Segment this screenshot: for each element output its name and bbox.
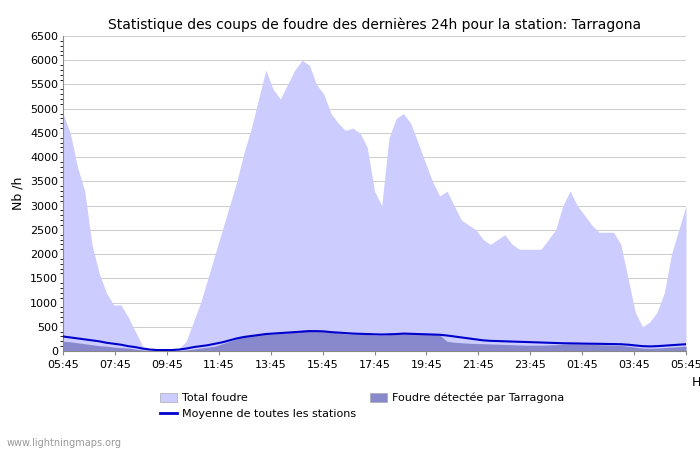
Title: Statistique des coups de foudre des dernières 24h pour la station: Tarragona: Statistique des coups de foudre des dern… xyxy=(108,18,641,32)
Legend: Total foudre, Moyenne de toutes les stations, Foudre détectée par Tarragona: Total foudre, Moyenne de toutes les stat… xyxy=(156,388,569,423)
Text: Heure: Heure xyxy=(692,376,700,389)
Text: www.lightningmaps.org: www.lightningmaps.org xyxy=(7,438,122,448)
Y-axis label: Nb /h: Nb /h xyxy=(11,177,25,210)
